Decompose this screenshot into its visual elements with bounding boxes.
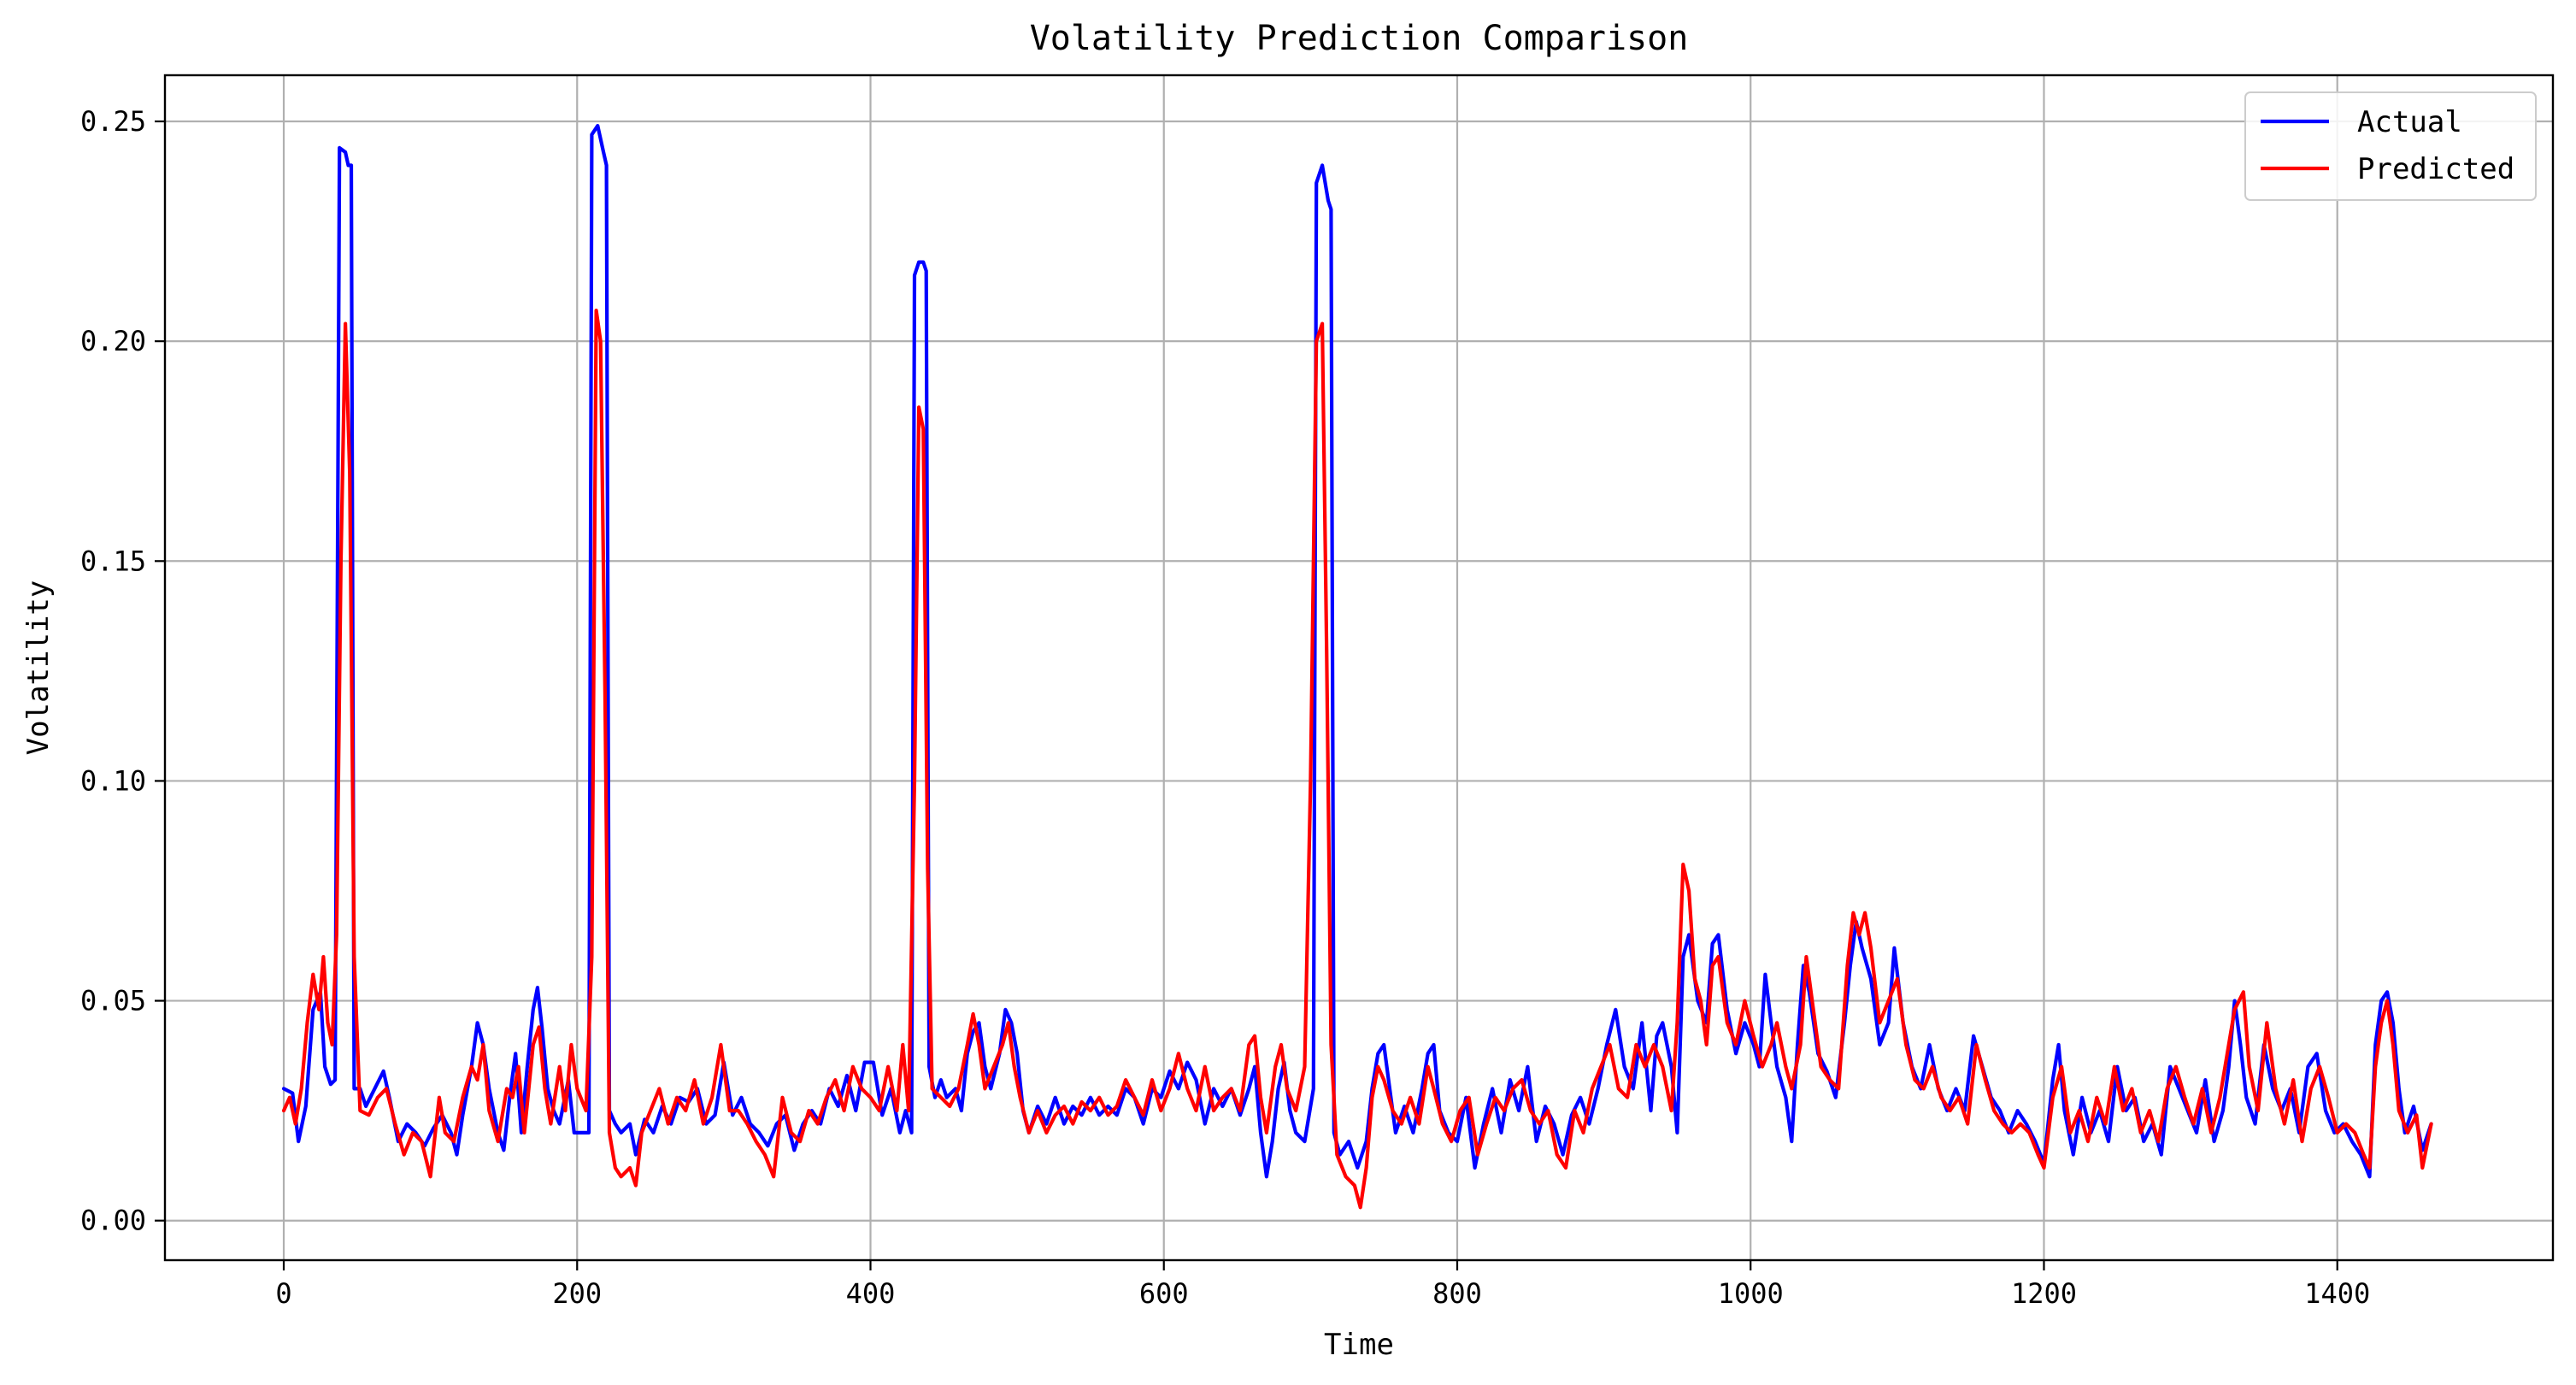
y-tick-label: 0.25 [80, 105, 146, 138]
y-axis-label: Volatility [21, 581, 56, 756]
legend-box [2244, 91, 2537, 201]
y-tick-label: 0.00 [80, 1205, 146, 1237]
y-tick-label: 0.05 [80, 985, 146, 1017]
y-tick-label: 0.20 [80, 325, 146, 357]
x-axis-label: Time [1324, 1328, 1394, 1362]
x-tick-label: 400 [846, 1277, 896, 1310]
plot-frame [163, 74, 2555, 1262]
x-axis: 0 200 400 600 800 1000 1200 1400 [275, 1260, 2370, 1310]
series-group [281, 124, 2433, 1210]
chart-title: Volatility Prediction Comparison [1030, 19, 1689, 58]
x-tick-label: 200 [552, 1277, 602, 1310]
grid [165, 75, 2553, 1260]
y-axis: 0.00 0.05 0.10 0.15 0.20 0.25 [80, 105, 165, 1237]
x-tick-label: 1400 [2304, 1277, 2370, 1310]
x-tick-label: 600 [1139, 1277, 1189, 1310]
x-tick-label: 800 [1432, 1277, 1482, 1310]
y-tick-label: 0.15 [80, 545, 146, 577]
legend: Actual Predicted [2244, 91, 2537, 201]
x-tick-label: 1200 [2011, 1277, 2077, 1310]
x-tick-label: 0 [275, 1277, 291, 1310]
x-tick-label: 1000 [1718, 1277, 1784, 1310]
legend-label-actual: Actual [2357, 105, 2462, 139]
y-tick-label: 0.10 [80, 764, 146, 797]
legend-label-predicted: Predicted [2357, 152, 2514, 186]
series-line-predicted [281, 309, 2433, 1210]
